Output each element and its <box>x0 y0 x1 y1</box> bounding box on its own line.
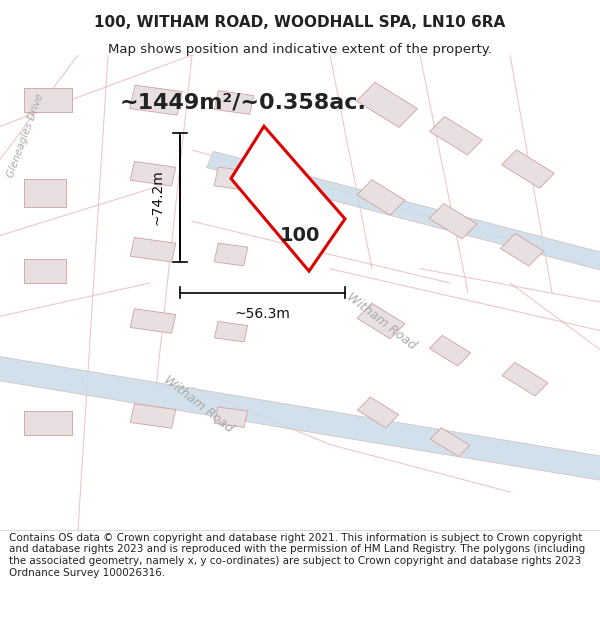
Text: Witham Road: Witham Road <box>161 373 235 435</box>
FancyBboxPatch shape <box>24 88 72 112</box>
FancyBboxPatch shape <box>24 179 66 207</box>
FancyBboxPatch shape <box>214 243 248 266</box>
FancyBboxPatch shape <box>430 117 482 155</box>
FancyBboxPatch shape <box>130 238 176 262</box>
Text: Map shows position and indicative extent of the property.: Map shows position and indicative extent… <box>108 43 492 56</box>
FancyBboxPatch shape <box>214 167 248 190</box>
FancyBboxPatch shape <box>214 407 248 428</box>
FancyBboxPatch shape <box>357 180 405 215</box>
FancyBboxPatch shape <box>130 85 182 115</box>
FancyBboxPatch shape <box>130 161 176 186</box>
FancyBboxPatch shape <box>358 397 398 428</box>
FancyBboxPatch shape <box>500 234 544 266</box>
FancyBboxPatch shape <box>130 309 176 333</box>
Text: 100, WITHAM ROAD, WOODHALL SPA, LN10 6RA: 100, WITHAM ROAD, WOODHALL SPA, LN10 6RA <box>94 16 506 31</box>
Text: ~74.2m: ~74.2m <box>151 169 165 226</box>
Text: 100: 100 <box>280 226 320 245</box>
Text: Contains OS data © Crown copyright and database right 2021. This information is : Contains OS data © Crown copyright and d… <box>9 533 585 578</box>
FancyBboxPatch shape <box>502 150 554 188</box>
FancyBboxPatch shape <box>357 303 405 339</box>
Polygon shape <box>231 126 345 271</box>
Text: ~56.3m: ~56.3m <box>235 307 290 321</box>
FancyBboxPatch shape <box>430 428 470 456</box>
FancyBboxPatch shape <box>356 82 418 127</box>
FancyBboxPatch shape <box>24 259 66 283</box>
FancyBboxPatch shape <box>502 362 548 396</box>
Text: Gleneagles Drive: Gleneagles Drive <box>5 92 45 179</box>
Text: Witham Road: Witham Road <box>344 290 418 352</box>
Polygon shape <box>206 151 600 277</box>
FancyBboxPatch shape <box>130 404 176 428</box>
FancyBboxPatch shape <box>214 321 248 342</box>
Polygon shape <box>0 352 600 484</box>
FancyBboxPatch shape <box>24 411 72 435</box>
FancyBboxPatch shape <box>429 204 477 239</box>
Text: ~1449m²/~0.358ac.: ~1449m²/~0.358ac. <box>120 93 367 113</box>
FancyBboxPatch shape <box>430 336 470 366</box>
FancyBboxPatch shape <box>214 91 254 114</box>
